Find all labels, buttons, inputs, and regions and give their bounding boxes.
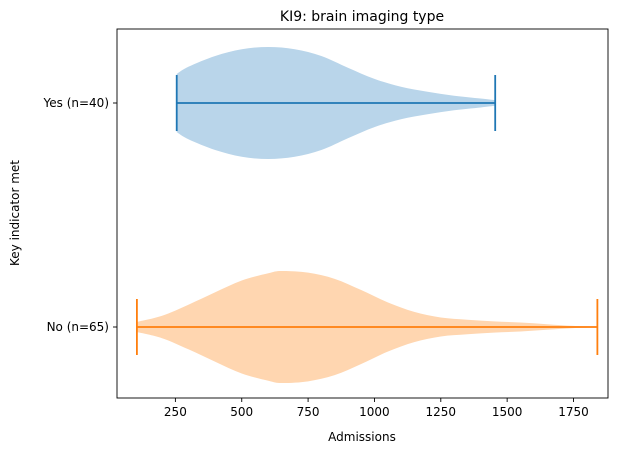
y-axis-ticks: Yes (n=40) No (n=65) [43,96,117,334]
x-axis-ticks: 250 500 750 1000 1250 1500 1750 [164,398,589,419]
x-tick-label: 1750 [558,405,589,419]
y-axis-label: Key indicator met [8,160,22,266]
violin-yes [175,47,497,159]
x-tick-label: 1250 [426,405,457,419]
x-tick-label: 750 [297,405,320,419]
violin-layer [136,47,599,384]
x-tick-label: 1500 [492,405,523,419]
y-tick-label: Yes (n=40) [43,96,109,110]
x-tick-label: 1000 [359,405,390,419]
x-axis-label: Admissions [328,430,396,444]
x-tick-label: 500 [230,405,253,419]
y-tick-label: No (n=65) [47,320,109,334]
x-tick-label: 250 [164,405,187,419]
chart-title: KI9: brain imaging type [280,9,444,25]
violin-no [136,270,599,384]
plot-frame [116,28,609,399]
